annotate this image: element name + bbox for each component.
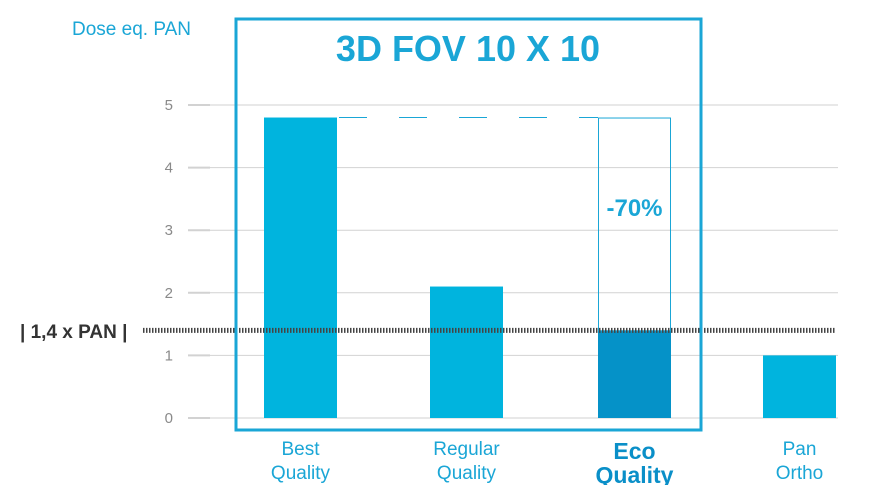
labels: Dose eq. PAN 0 1 2 3 4 5 -70% | 1,4 x PAN | 3D FO… <box>20 19 823 485</box>
y-tick-label-5: 5 <box>165 97 173 114</box>
bar-3 <box>763 355 836 418</box>
y-axis-label: Dose eq. PAN <box>72 19 191 40</box>
category-label-0-line1: Best <box>281 439 320 460</box>
category-label-1-line2: Quality <box>437 463 497 484</box>
reference-label: | 1,4 x PAN | <box>20 322 127 343</box>
category-label-0-line2: Quality <box>271 463 331 484</box>
category-label-3-line2: Ortho <box>776 463 824 484</box>
category-label-2-line1: Eco <box>613 438 655 464</box>
category-label-2-line2: Quality <box>596 462 674 485</box>
chart-title: 3D FOV 10 X 10 <box>336 28 600 69</box>
bar-2 <box>598 330 671 418</box>
reduction-label: -70% <box>606 195 662 222</box>
y-tick-label-4: 4 <box>165 160 173 177</box>
overlay <box>143 17 836 432</box>
y-tick-label-1: 1 <box>165 347 173 364</box>
group-frame <box>234 17 703 432</box>
category-label-3-line1: Pan <box>783 439 817 460</box>
y-tick-label-2: 2 <box>165 285 173 302</box>
reduction-outline <box>598 117 671 332</box>
bar-0 <box>264 117 337 419</box>
y-tick-label-3: 3 <box>165 222 173 239</box>
y-tick-label-0: 0 <box>165 410 173 427</box>
category-label-1-line1: Regular <box>433 439 500 460</box>
bars <box>264 117 836 419</box>
bar-1 <box>430 286 503 418</box>
